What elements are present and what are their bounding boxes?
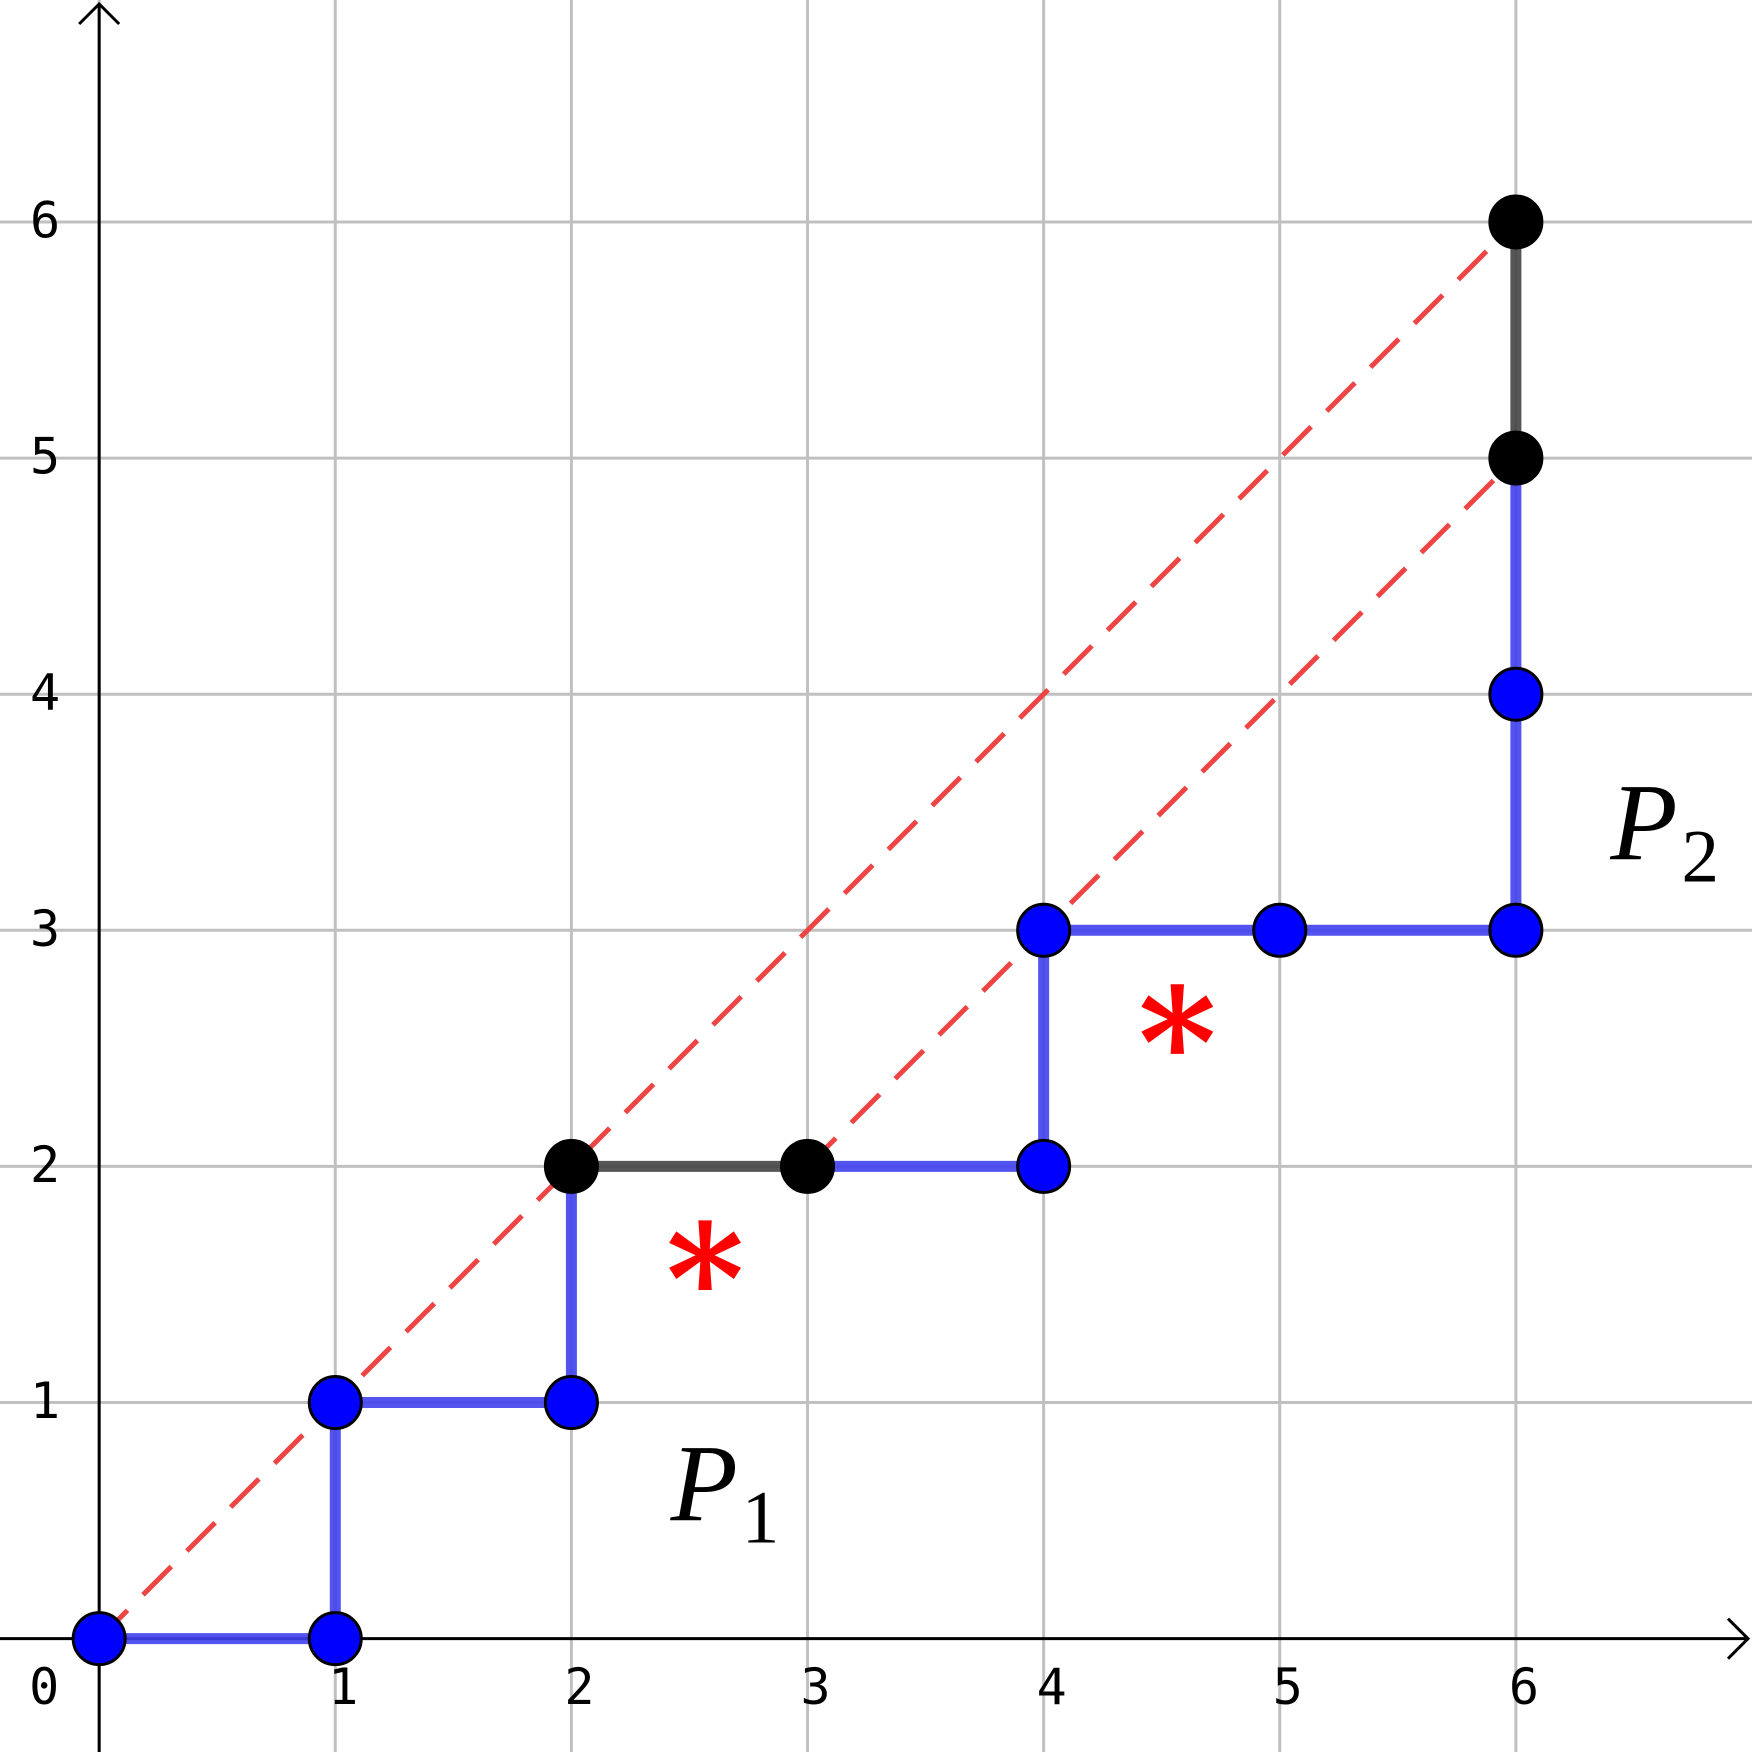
lattice-point xyxy=(1488,902,1544,958)
lattice-point xyxy=(780,1138,836,1194)
label-text: * xyxy=(666,1192,744,1368)
path-label: P1 xyxy=(670,1423,780,1560)
label-subscript: 2 xyxy=(1682,815,1720,898)
lattice-point xyxy=(1252,902,1308,958)
path-label: P2 xyxy=(1609,761,1719,898)
y-axis-arrow xyxy=(78,1,121,26)
asterisk: * xyxy=(666,1192,744,1368)
x-tick-label: 4 xyxy=(1037,1658,1067,1716)
lattice-point xyxy=(1488,666,1544,722)
label-subscript: 1 xyxy=(742,1477,780,1560)
y-tick-label: 1 xyxy=(30,1372,60,1430)
x-tick-label: 2 xyxy=(564,1658,594,1716)
lattice-point xyxy=(543,1138,599,1194)
lattice-point xyxy=(71,1611,127,1667)
y-tick-label: 4 xyxy=(30,664,60,722)
y-tick-label: 5 xyxy=(30,428,60,486)
lattice-point xyxy=(1016,902,1072,958)
label-text: * xyxy=(1138,956,1216,1132)
path-segment xyxy=(571,221,1522,1172)
y-tick-label: 2 xyxy=(30,1136,60,1194)
y-tick-label: 3 xyxy=(30,900,60,958)
x-tick-label: 5 xyxy=(1273,1658,1303,1716)
lattice-point xyxy=(1488,430,1544,486)
lattice-point xyxy=(307,1611,363,1667)
label-text: P xyxy=(1609,761,1677,883)
x-tick-label: 3 xyxy=(800,1658,830,1716)
label-text: P xyxy=(670,1423,738,1545)
x-tick-label: 0 xyxy=(29,1658,59,1716)
y-tick-label: 6 xyxy=(30,191,60,249)
lattice-point xyxy=(1016,1138,1072,1194)
asterisk: * xyxy=(1138,956,1216,1132)
x-axis-arrow xyxy=(1726,1617,1751,1660)
lattice-point xyxy=(1488,194,1544,250)
x-tick-label: 1 xyxy=(328,1658,358,1716)
lattice-point xyxy=(543,1375,599,1431)
x-tick-label: 6 xyxy=(1509,1658,1539,1716)
lattice-point xyxy=(307,1375,363,1431)
